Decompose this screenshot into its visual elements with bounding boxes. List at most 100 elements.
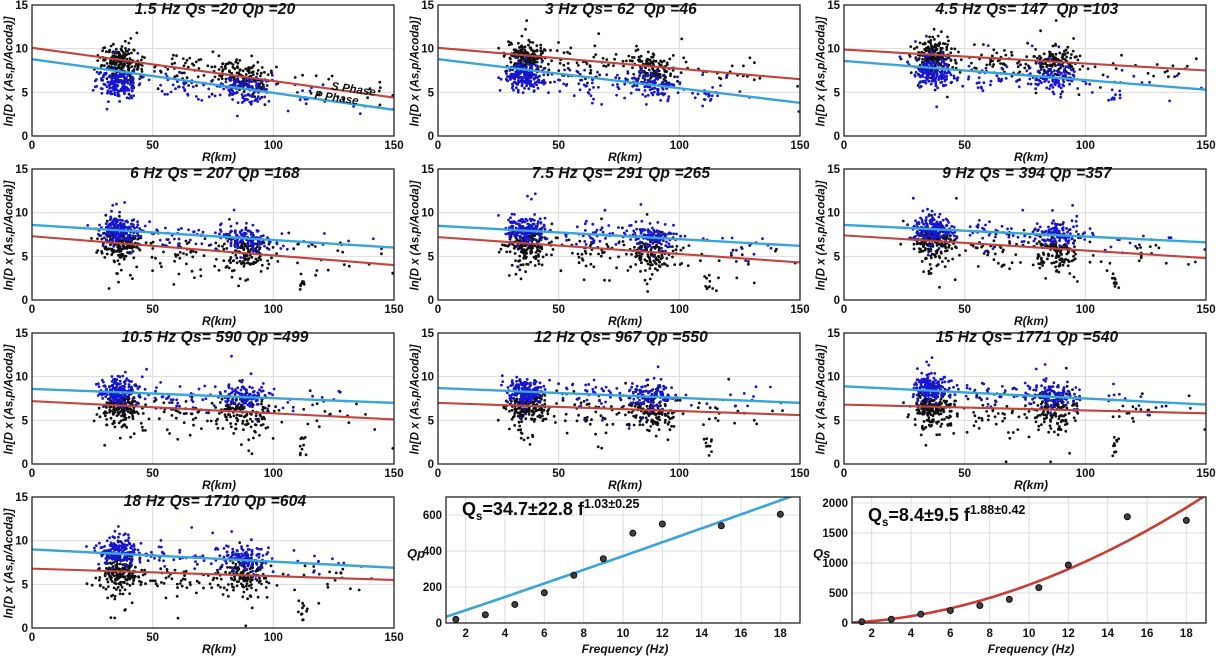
x-tick-label: 10: [617, 628, 630, 640]
x-tick-label: 150: [384, 304, 403, 316]
plot-border: [437, 4, 801, 137]
scatter-points: [898, 19, 1203, 109]
power-law-fit-line: [446, 497, 794, 619]
fit-equation: Qs=34.7±22.8 f1.03±0.25: [462, 497, 639, 523]
y-tick-label: 5: [22, 251, 29, 263]
x-tick-label: 8: [580, 628, 587, 640]
y-tick-label: 15: [15, 328, 28, 340]
x-tick-label: 50: [958, 304, 971, 316]
panel-9hz: 0 50 100 150 0 5 10 15 9 Hz Qs = 394 Qp =357 ln…: [812, 164, 1218, 328]
x-tick-label: 150: [1196, 140, 1215, 152]
x-tick-label: 150: [790, 468, 809, 480]
x-tick-label: 0: [435, 304, 441, 316]
x-tick-label: 100: [264, 304, 283, 316]
y-tick-label: 5: [22, 415, 29, 427]
y-tick-label: 500: [829, 588, 848, 600]
panel-7-5hz: 0 50 100 150 0 5 10 15 7.5 Hz Qs= 291 Qp =265 l…: [406, 164, 812, 328]
y-tick-label: 15: [421, 328, 434, 340]
scatter-plot-15hz: 0 50 100 150 0 5 10 15: [827, 328, 1215, 480]
y-tick-label: 200: [423, 582, 442, 594]
plot-border: [843, 168, 1207, 301]
x-tick-label: 12: [656, 628, 669, 640]
y-axis-label: ln[D x (As,p/Acoda)]: [409, 180, 422, 291]
x-tick-label: 150: [384, 632, 403, 644]
x-tick-label: 50: [146, 140, 159, 152]
y-tick-label: 10: [421, 208, 434, 220]
y-tick-label: 10: [421, 44, 434, 56]
q-data-point: [717, 522, 725, 530]
x-tick-label: 0: [29, 140, 35, 152]
s-phase-fit-line: [31, 235, 395, 267]
y-axis-label: ln[D x (As,p/Acoda)]: [409, 16, 422, 127]
plot-border: [31, 168, 395, 301]
x-tick-label: 14: [1101, 628, 1114, 640]
p-phase-fit-line: [437, 386, 801, 405]
qp-frequency-plot: 2 4 6 8 10 12 14 16 18 0 200 400 600: [423, 496, 801, 640]
x-tick-label: 150: [384, 468, 403, 480]
y-axis-label: Qp: [407, 546, 426, 561]
p-phase-fit-line: [437, 224, 801, 248]
eq-subscript: s: [882, 517, 889, 529]
y-axis-label: ln[D x (As,p/Acoda)]: [3, 508, 16, 619]
y-tick-label: 1000: [822, 558, 848, 570]
x-tick-label: 16: [735, 628, 748, 640]
x-tick-label: 50: [552, 468, 565, 480]
x-tick-label: 16: [1141, 628, 1154, 640]
x-tick-label: 100: [670, 304, 689, 316]
x-tick-label: 10: [1023, 628, 1036, 640]
y-tick-label: 0: [834, 295, 840, 307]
y-tick-label: 10: [15, 372, 28, 384]
q-data-point: [1064, 561, 1072, 569]
x-tick-label: 50: [958, 140, 971, 152]
x-tick-label: 50: [552, 304, 565, 316]
q-data-point: [629, 529, 637, 537]
p-phase-fit-line: [31, 548, 395, 569]
y-tick-label: 0: [842, 618, 848, 630]
eq-exponent: 1.88±0.42: [969, 503, 1026, 517]
x-axis-label: R(km): [607, 478, 642, 492]
y-tick-label: 5: [428, 87, 435, 99]
panel-title: 18 Hz Qs= 1710 Qp =604: [123, 493, 307, 510]
y-tick-label: 10: [827, 44, 840, 56]
qs-frequency-plot: 2 4 6 8 10 12 14 16 18 0 500 1000 1500 2000: [822, 496, 1207, 640]
q-data-point: [1035, 584, 1043, 592]
x-tick-label: 100: [670, 468, 689, 480]
panel-title: 10.5 Hz Qs= 590 Qp =499: [121, 329, 309, 346]
y-axis-label: ln[D x (As,p/Acoda)]: [815, 344, 828, 455]
y-tick-label: 10: [15, 44, 28, 56]
scatter-points: [91, 31, 394, 118]
p-phase-fit-line: [843, 223, 1207, 244]
x-axis-label: R(km): [607, 150, 642, 164]
s-phase-fit-line: [437, 46, 801, 81]
panel-1-5hz: S Phase P Phase 0 50 100 150 0 5 10 15 1.5 Hz Qs …: [0, 0, 406, 164]
y-tick-label: 1500: [822, 528, 848, 540]
scatter-plot-3hz: 0 50 100 150 0 5 10 15: [421, 0, 809, 152]
x-axis-label: R(km): [1013, 314, 1048, 328]
x-tick-label: 18: [774, 628, 787, 640]
y-tick-label: 0: [436, 618, 442, 630]
fit-equation: Qs=8.4±9.5 f1.88±0.42: [868, 503, 1026, 529]
x-axis-label: R(km): [201, 642, 236, 656]
y-axis-label: Qs: [813, 546, 831, 561]
y-tick-label: 15: [15, 164, 28, 176]
y-tick-label: 0: [428, 295, 434, 307]
x-tick-label: 150: [1196, 468, 1215, 480]
scatter-points: [899, 196, 1206, 290]
panel-12hz: 0 50 100 150 0 5 10 15 12 Hz Qs= 967 Qp =550 ln…: [406, 328, 812, 492]
scatter-points: [497, 19, 800, 113]
x-axis-label: R(km): [201, 150, 236, 164]
p-phase-fit-line: [31, 57, 395, 111]
x-tick-label: 50: [146, 632, 159, 644]
x-tick-label: 0: [435, 468, 441, 480]
s-phase-fit-line: [437, 236, 801, 264]
y-tick-label: 10: [15, 208, 28, 220]
panel-3hz: 0 50 100 150 0 5 10 15 3 Hz Qs= 62 Qp =46 ln[D …: [406, 0, 812, 164]
x-tick-label: 14: [695, 628, 708, 640]
y-tick-label: 10: [827, 372, 840, 384]
panel-qp-fit: 2 4 6 8 10 12 14 16 18 0 200 400 600 Qs=34.7±22.8 f1…: [406, 492, 812, 656]
y-axis-label: ln[D x (As,p/Acoda)]: [815, 16, 828, 127]
x-tick-label: 18: [1180, 628, 1193, 640]
x-tick-label: 50: [958, 468, 971, 480]
panel-title: 4.5 Hz Qs= 147 Qp =103: [935, 1, 1119, 18]
